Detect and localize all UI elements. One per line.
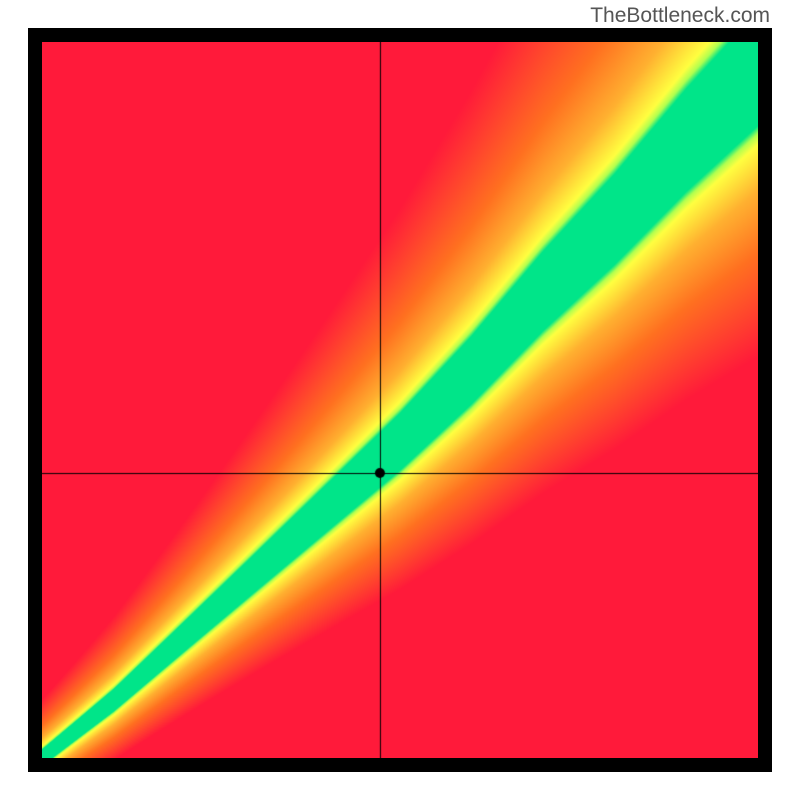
heatmap-canvas: [42, 42, 758, 758]
watermark-text: TheBottleneck.com: [590, 4, 770, 28]
chart-container: TheBottleneck.com: [0, 0, 800, 800]
chart-frame: [28, 28, 772, 772]
